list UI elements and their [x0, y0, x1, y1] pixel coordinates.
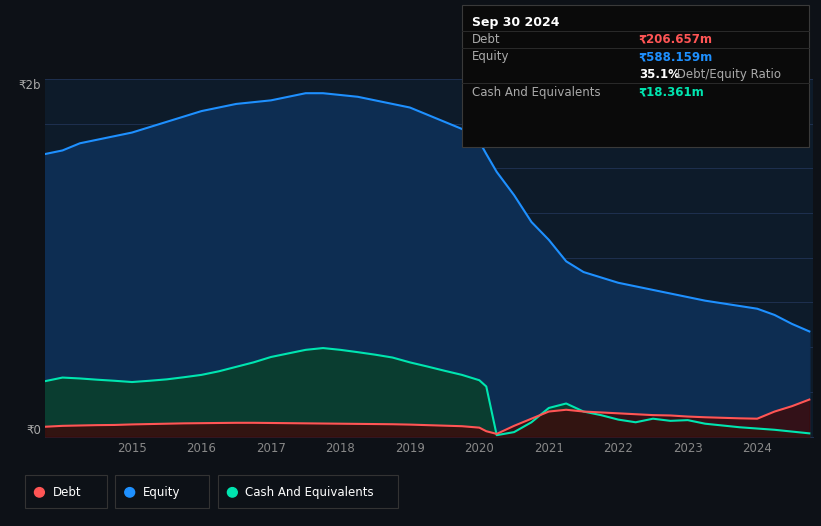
Text: ₹18.361m: ₹18.361m [639, 86, 704, 98]
Text: ₹206.657m: ₹206.657m [639, 33, 713, 46]
Text: Cash And Equivalents: Cash And Equivalents [472, 86, 601, 98]
Text: Debt: Debt [472, 33, 501, 46]
Text: Debt/Equity Ratio: Debt/Equity Ratio [673, 68, 782, 80]
Text: ₹2b: ₹2b [19, 79, 41, 92]
Text: Sep 30 2024: Sep 30 2024 [472, 16, 560, 29]
Text: Equity: Equity [143, 486, 181, 499]
Text: Cash And Equivalents: Cash And Equivalents [245, 486, 374, 499]
Text: Equity: Equity [472, 50, 510, 63]
Text: 35.1%: 35.1% [639, 68, 680, 80]
Text: Debt: Debt [53, 486, 81, 499]
Text: ₹588.159m: ₹588.159m [639, 50, 713, 63]
Text: ₹0: ₹0 [26, 423, 41, 437]
